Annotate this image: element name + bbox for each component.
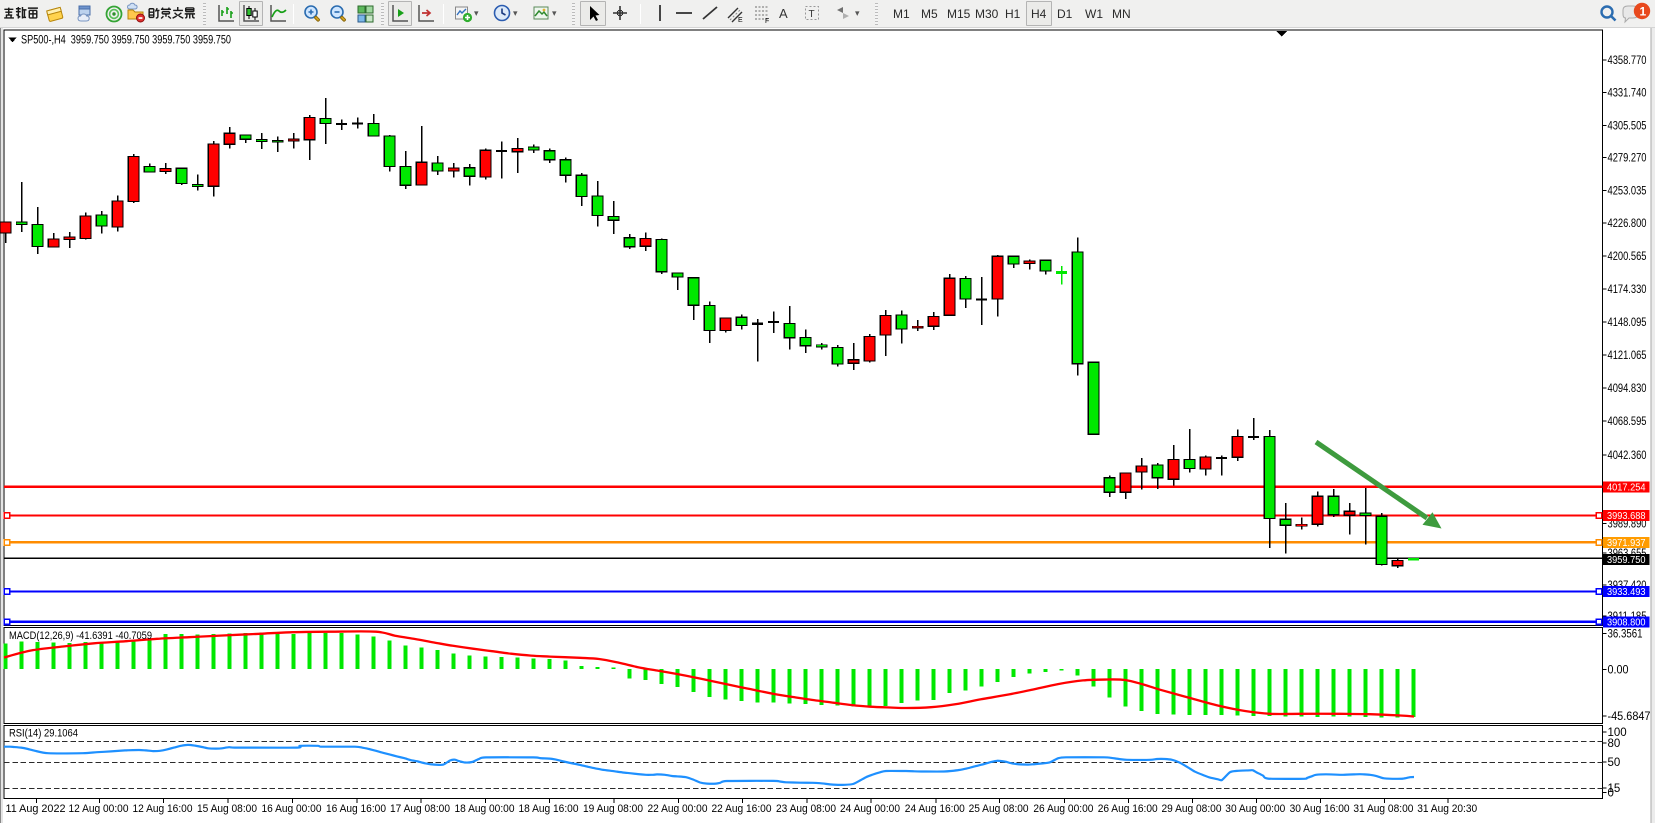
svg-text:15: 15	[1608, 783, 1621, 795]
svg-text:4226.800: 4226.800	[1608, 218, 1647, 230]
svg-text:30 Aug 16:00: 30 Aug 16:00	[1290, 803, 1350, 815]
svg-text:26 Aug 16:00: 26 Aug 16:00	[1098, 803, 1158, 815]
svg-text:19 Aug 08:00: 19 Aug 08:00	[583, 803, 643, 815]
svg-text:1: 1	[1640, 5, 1647, 19]
svg-text:E: E	[738, 17, 743, 24]
svg-text:17 Aug 08:00: 17 Aug 08:00	[390, 803, 450, 815]
svg-text:100: 100	[1608, 727, 1627, 739]
svg-text:80: 80	[1608, 738, 1621, 750]
svg-text:11 Aug 2022: 11 Aug 2022	[6, 803, 66, 815]
svg-text:4200.565: 4200.565	[1608, 251, 1647, 263]
svg-text:0: 0	[1608, 787, 1614, 799]
svg-text:24 Aug 00:00: 24 Aug 00:00	[840, 803, 900, 815]
svg-text:3908.800: 3908.800	[1607, 618, 1646, 629]
svg-text:3993.688: 3993.688	[1607, 511, 1646, 522]
svg-text:MACD(12,26,9) -41.6391 -40.705: MACD(12,26,9) -41.6391 -40.7059	[9, 630, 152, 642]
svg-text:3933.493: 3933.493	[1607, 587, 1646, 598]
svg-text:12 Aug 00:00: 12 Aug 00:00	[69, 803, 129, 815]
svg-text:31 Aug 08:00: 31 Aug 08:00	[1353, 803, 1413, 815]
svg-text:RSI(14) 29.1064: RSI(14) 29.1064	[9, 728, 78, 740]
svg-text:25 Aug 08:00: 25 Aug 08:00	[969, 803, 1029, 815]
svg-text:16 Aug 16:00: 16 Aug 16:00	[326, 803, 386, 815]
svg-text:31 Aug 20:30: 31 Aug 20:30	[1417, 803, 1477, 815]
svg-text:4148.095: 4148.095	[1608, 317, 1647, 329]
svg-text:4279.270: 4279.270	[1608, 153, 1647, 165]
svg-text:3959.750: 3959.750	[1607, 555, 1646, 566]
svg-text:SP500-,H4 3959.750 3959.750 3: SP500-,H4 3959.750 3959.750 3959.750 395…	[21, 35, 231, 47]
svg-text:15 Aug 08:00: 15 Aug 08:00	[197, 803, 257, 815]
svg-text:4068.595: 4068.595	[1608, 416, 1647, 428]
svg-text:4017.254: 4017.254	[1607, 483, 1646, 494]
svg-text:22 Aug 16:00: 22 Aug 16:00	[712, 803, 772, 815]
svg-text:T: T	[809, 9, 815, 20]
svg-text:4094.830: 4094.830	[1608, 383, 1647, 395]
svg-text:22 Aug 00:00: 22 Aug 00:00	[648, 803, 708, 815]
svg-text:18 Aug 16:00: 18 Aug 16:00	[519, 803, 579, 815]
svg-text:3989.890: 3989.890	[1608, 519, 1647, 531]
svg-text:4042.360: 4042.360	[1608, 450, 1647, 462]
svg-text:30 Aug 00:00: 30 Aug 00:00	[1225, 803, 1285, 815]
svg-text:23 Aug 08:00: 23 Aug 08:00	[776, 803, 836, 815]
svg-text:50: 50	[1608, 757, 1621, 769]
svg-text:4121.065: 4121.065	[1608, 350, 1647, 362]
svg-text:-45.6847: -45.6847	[1608, 711, 1651, 723]
svg-text:4358.770: 4358.770	[1608, 55, 1647, 67]
svg-text:4305.505: 4305.505	[1608, 120, 1647, 132]
svg-text:12 Aug 16:00: 12 Aug 16:00	[133, 803, 193, 815]
svg-text:4253.035: 4253.035	[1608, 186, 1647, 198]
svg-text:18 Aug 00:00: 18 Aug 00:00	[455, 803, 515, 815]
svg-text:36.3561: 36.3561	[1608, 629, 1643, 641]
svg-text:F: F	[765, 18, 769, 25]
svg-text:3971.937: 3971.937	[1607, 538, 1646, 549]
svg-text:4174.330: 4174.330	[1608, 284, 1647, 296]
svg-text:0.00: 0.00	[1608, 665, 1629, 677]
svg-text:29 Aug 08:00: 29 Aug 08:00	[1162, 803, 1222, 815]
svg-text:26 Aug 00:00: 26 Aug 00:00	[1033, 803, 1093, 815]
svg-text:4331.740: 4331.740	[1608, 88, 1647, 100]
svg-text:24 Aug 16:00: 24 Aug 16:00	[905, 803, 965, 815]
svg-text:16 Aug 00:00: 16 Aug 00:00	[262, 803, 322, 815]
